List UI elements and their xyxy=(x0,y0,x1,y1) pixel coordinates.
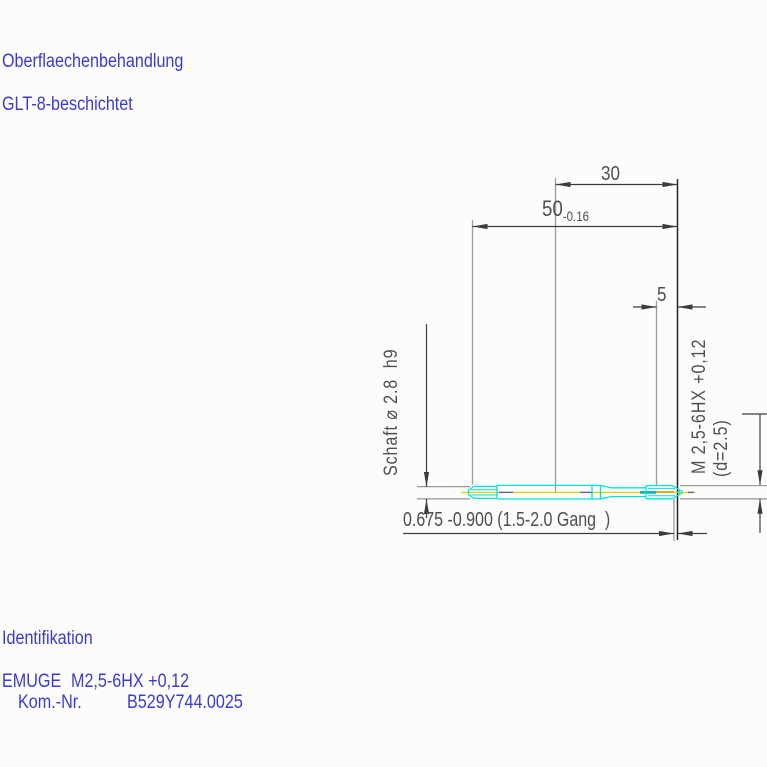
thread-core-diameter-label: (d=2.5) xyxy=(711,419,732,477)
square-drive-outline xyxy=(467,485,497,500)
dimension-text-5: 5 xyxy=(657,284,667,306)
arrow-core-up xyxy=(757,498,763,514)
surface-treatment-title: Oberflaechenbehandlung xyxy=(2,51,184,72)
identification-brand: EMUGE xyxy=(2,671,62,692)
arrow-chamfer-left xyxy=(659,530,674,537)
dimension-text-chamfer: 0.675 -0.900 (1.5-2.0 Gang ) xyxy=(403,509,611,531)
dimension-50-tolerance: -0.16 xyxy=(562,209,589,224)
surface-treatment-coating: GLT-8-beschichtet xyxy=(2,94,133,115)
order-number-label: Kom.-Nr. xyxy=(18,692,82,713)
taper-top xyxy=(600,484,612,489)
taper-bottom xyxy=(600,495,612,500)
arrow-chamfer-right xyxy=(677,530,693,537)
arrow-30-left xyxy=(555,181,571,188)
extension-lines xyxy=(417,178,767,541)
order-number-value: B529Y744.0025 xyxy=(127,692,243,713)
arrow-shank-down xyxy=(423,472,430,487)
identification-title: Identifikation xyxy=(2,628,93,649)
arrow-core-down xyxy=(757,470,763,486)
shank-diameter-label: Schaft ⌀ 2.8 h9 xyxy=(381,348,402,476)
arrow-50-right xyxy=(662,223,678,230)
dimension-text-50: 50-0.16 xyxy=(542,197,589,224)
thread-spec-label: M 2,5-6HX +0,12 xyxy=(689,338,710,474)
arrow-30-right xyxy=(662,181,678,188)
arrow-5-right xyxy=(677,304,693,310)
dimension-text-30: 30 xyxy=(601,163,620,185)
arrow-shank-up xyxy=(423,499,430,514)
tip-sliver xyxy=(679,489,683,495)
dimension-lines xyxy=(403,183,767,535)
arrowheads xyxy=(423,181,763,537)
dimension-50-value: 50 xyxy=(542,196,563,221)
tip-chamfer-top xyxy=(672,485,680,491)
tip-chamfer-bottom xyxy=(672,494,680,500)
arrow-50-left xyxy=(472,223,488,230)
arrow-5-left xyxy=(641,304,657,310)
tool-profile xyxy=(467,484,683,500)
identification-type: M2,5-6HX +0,12 xyxy=(71,671,190,692)
